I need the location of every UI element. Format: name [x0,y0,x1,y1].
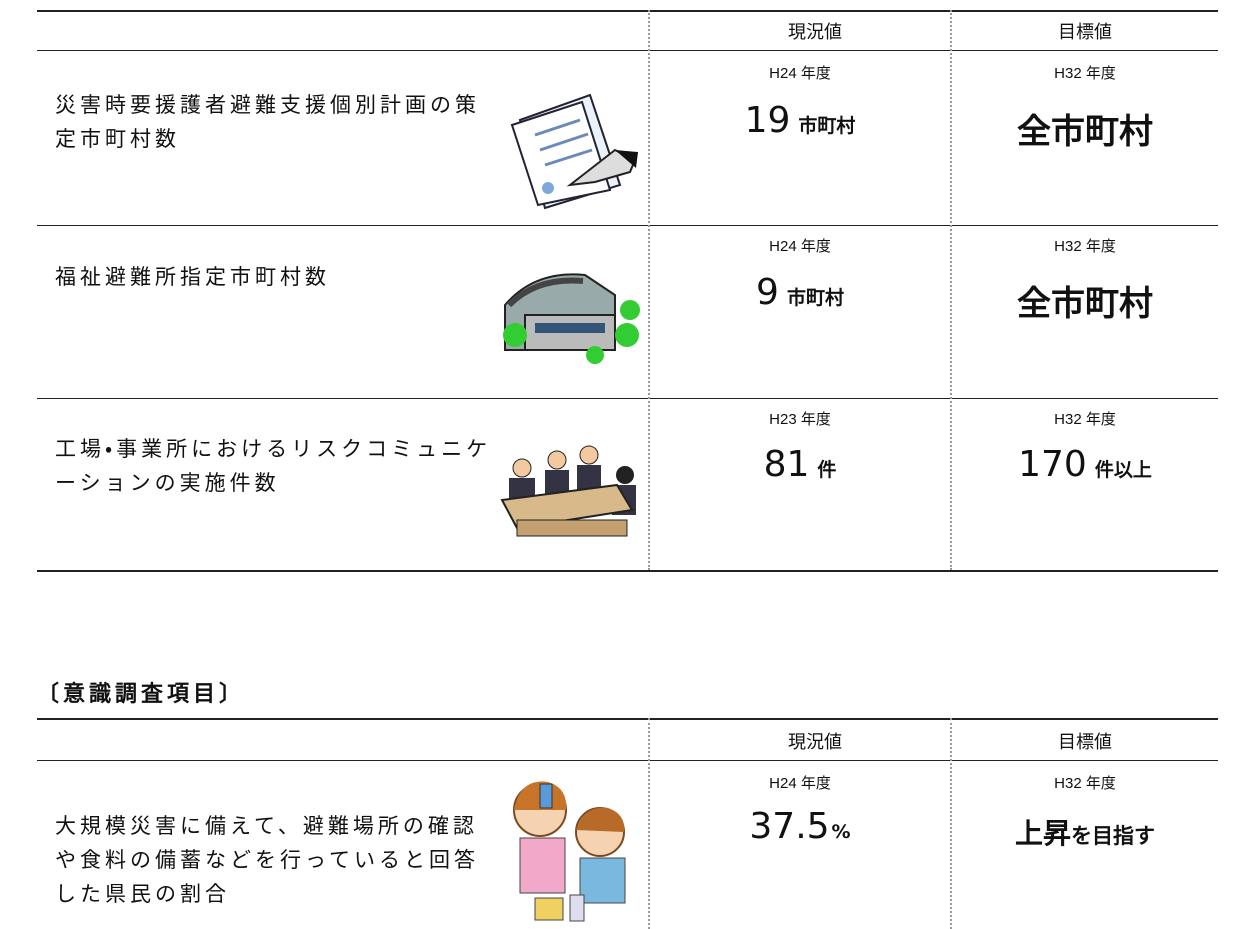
section-title: 〔意識調査項目〕 [37,682,246,707]
target-value: 全市町村 [1017,112,1153,152]
year-label: H23 年度 [769,411,831,428]
value: 9 [756,272,779,313]
document-icon [510,93,638,210]
unit: 市町村 [798,115,856,137]
unit: 市町村 [786,287,844,309]
target-value: 170 件以上 [935,444,1235,485]
year-label: H24 年度 [769,775,831,792]
rule [37,10,1218,12]
current-value: 19 市町村 [650,100,950,141]
building-icon [503,273,640,364]
year-label: H32 年度 [1054,238,1116,255]
year-label: H24 年度 [769,238,831,255]
rule [37,570,1218,572]
unit: % [831,821,851,843]
rule [37,718,1218,720]
rule [37,398,1218,399]
unit: 件以上 [1094,459,1152,481]
column-divider [950,10,952,570]
current-value: 9 市町村 [650,272,950,313]
meeting-icon [500,445,636,537]
value: 170 [1018,444,1087,485]
year-label: H24 年度 [769,65,831,82]
item-text: 大規模災害に備えて、避難場所の確認や食料の備蓄などを行っていると回答した県民の割… [55,814,479,906]
value: 上昇 [1014,817,1071,850]
value: 81 [763,444,810,485]
rule [37,760,1218,761]
value: 37.5 [749,806,830,847]
item-text: 福祉避難所指定市町村数 [55,265,330,289]
value: 19 [744,100,791,141]
current-value: 81 件 [650,444,950,485]
item-text: 工場・事業所におけるリスクコミュニケーションの実施件数 [55,437,492,495]
current-value: 37.5% [650,806,950,847]
year-label: H32 年度 [1054,775,1116,792]
item-text: 災害時要援護者避難支援個別計画の策定市町村数 [55,93,480,151]
unit: を目指す [1071,824,1155,848]
column-divider [950,718,952,929]
rule [37,50,1218,51]
column-divider [648,10,650,570]
unit: 件 [817,459,837,481]
target-value: 全市町村 [1017,284,1153,324]
header-cell: 目標値 [1058,22,1112,43]
year-label: H32 年度 [1054,65,1116,82]
rule [37,225,1218,226]
target-value: 上昇を目指す [935,812,1235,852]
column-divider [648,718,650,929]
header-cell: 現況値 [788,22,842,43]
family-icon [513,781,626,922]
header-cell: 現況値 [788,732,842,753]
year-label: H32 年度 [1054,411,1116,428]
header-cell: 目標値 [1058,732,1112,753]
